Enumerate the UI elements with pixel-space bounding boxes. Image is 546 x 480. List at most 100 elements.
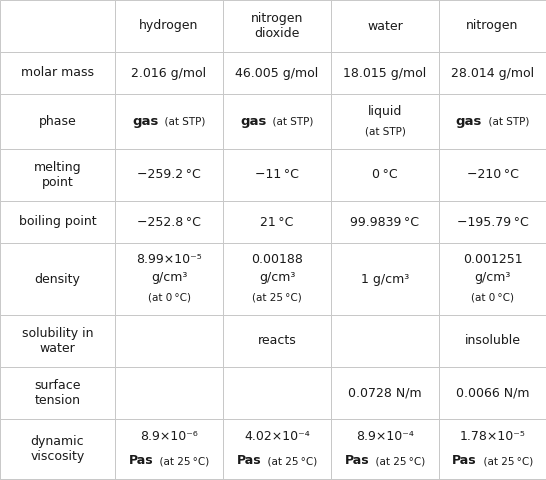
Text: reacts: reacts	[258, 335, 296, 348]
Bar	[115, 479, 223, 480]
Text: Pas: Pas	[128, 455, 153, 468]
Text: 8.99×10⁻⁵: 8.99×10⁻⁵	[136, 253, 202, 266]
Bar	[439, 367, 546, 419]
Bar	[0, 367, 115, 419]
Bar	[331, 419, 439, 479]
Bar	[223, 0, 331, 52]
Text: 0 °C: 0 °C	[372, 168, 398, 181]
Bar	[223, 315, 331, 367]
Text: 1.78×10⁻⁵: 1.78×10⁻⁵	[460, 431, 525, 444]
Text: nitrogen
dioxide: nitrogen dioxide	[251, 12, 303, 40]
Text: surface
tension: surface tension	[34, 379, 81, 407]
Text: g/cm³: g/cm³	[151, 271, 187, 284]
Bar	[115, 52, 223, 94]
Text: phase: phase	[39, 115, 76, 128]
Bar	[223, 479, 331, 480]
Text: 99.9839 °C: 99.9839 °C	[351, 216, 419, 228]
Text: liquid: liquid	[368, 105, 402, 118]
Bar	[115, 149, 223, 201]
Bar	[331, 479, 439, 480]
Text: density: density	[34, 273, 80, 286]
Text: molar mass: molar mass	[21, 67, 94, 80]
Bar	[0, 94, 115, 149]
Bar	[115, 0, 223, 52]
Text: −11 °C: −11 °C	[255, 168, 299, 181]
Text: (at STP): (at STP)	[365, 126, 406, 136]
Bar	[0, 243, 115, 315]
Text: g/cm³: g/cm³	[474, 271, 511, 284]
Text: gas: gas	[240, 115, 266, 128]
Bar	[115, 315, 223, 367]
Text: −252.8 °C: −252.8 °C	[137, 216, 201, 228]
Text: 0.0728 N/m: 0.0728 N/m	[348, 386, 422, 399]
Bar	[331, 0, 439, 52]
Text: gas: gas	[132, 115, 158, 128]
Text: 0.0066 N/m: 0.0066 N/m	[456, 386, 529, 399]
Bar	[331, 243, 439, 315]
Text: water: water	[367, 20, 403, 33]
Text: −195.79 °C: −195.79 °C	[456, 216, 529, 228]
Bar	[439, 94, 546, 149]
Text: (at 25 °C): (at 25 °C)	[252, 293, 302, 303]
Bar	[439, 243, 546, 315]
Bar	[115, 94, 223, 149]
Bar	[439, 419, 546, 479]
Bar	[0, 479, 115, 480]
Text: Pas: Pas	[452, 455, 477, 468]
Text: dynamic
viscosity: dynamic viscosity	[31, 435, 85, 463]
Text: (at STP): (at STP)	[266, 117, 314, 127]
Bar	[223, 52, 331, 94]
Bar	[439, 479, 546, 480]
Text: 28.014 g/mol: 28.014 g/mol	[451, 67, 534, 80]
Bar	[331, 201, 439, 243]
Bar	[0, 315, 115, 367]
Bar	[223, 94, 331, 149]
Bar	[439, 315, 546, 367]
Text: 18.015 g/mol: 18.015 g/mol	[343, 67, 426, 80]
Bar	[439, 0, 546, 52]
Text: insoluble: insoluble	[465, 335, 520, 348]
Bar	[223, 243, 331, 315]
Text: (at STP): (at STP)	[158, 117, 206, 127]
Text: (at 0 °C): (at 0 °C)	[471, 293, 514, 303]
Text: melting
point: melting point	[34, 161, 81, 189]
Text: (at 0 °C): (at 0 °C)	[147, 293, 191, 303]
Text: −259.2 °C: −259.2 °C	[137, 168, 201, 181]
Bar	[0, 52, 115, 94]
Bar	[223, 149, 331, 201]
Bar	[0, 419, 115, 479]
Text: gas: gas	[455, 115, 482, 128]
Text: 2.016 g/mol: 2.016 g/mol	[132, 67, 206, 80]
Text: (at 25 °C): (at 25 °C)	[261, 456, 317, 466]
Text: g/cm³: g/cm³	[259, 271, 295, 284]
Text: 8.9×10⁻⁴: 8.9×10⁻⁴	[356, 431, 414, 444]
Bar	[331, 94, 439, 149]
Bar	[0, 0, 115, 52]
Text: 46.005 g/mol: 46.005 g/mol	[235, 67, 319, 80]
Text: 0.00188: 0.00188	[251, 253, 303, 266]
Bar	[223, 367, 331, 419]
Text: (at 25 °C): (at 25 °C)	[369, 456, 425, 466]
Bar	[331, 315, 439, 367]
Bar	[0, 201, 115, 243]
Text: 0.001251: 0.001251	[462, 253, 523, 266]
Bar	[331, 52, 439, 94]
Bar	[439, 201, 546, 243]
Bar	[439, 52, 546, 94]
Text: (at 25 °C): (at 25 °C)	[153, 456, 210, 466]
Bar	[331, 367, 439, 419]
Bar	[331, 149, 439, 201]
Bar	[223, 419, 331, 479]
Bar	[115, 367, 223, 419]
Text: solubility in
water: solubility in water	[22, 327, 93, 355]
Text: nitrogen: nitrogen	[466, 20, 519, 33]
Text: 1 g/cm³: 1 g/cm³	[361, 273, 409, 286]
Bar	[115, 201, 223, 243]
Text: 4.02×10⁻⁴: 4.02×10⁻⁴	[244, 431, 310, 444]
Bar	[115, 243, 223, 315]
Text: 8.9×10⁻⁶: 8.9×10⁻⁶	[140, 431, 198, 444]
Text: Pas: Pas	[345, 455, 369, 468]
Bar	[223, 201, 331, 243]
Text: −210 °C: −210 °C	[467, 168, 519, 181]
Text: (at 25 °C): (at 25 °C)	[477, 456, 533, 466]
